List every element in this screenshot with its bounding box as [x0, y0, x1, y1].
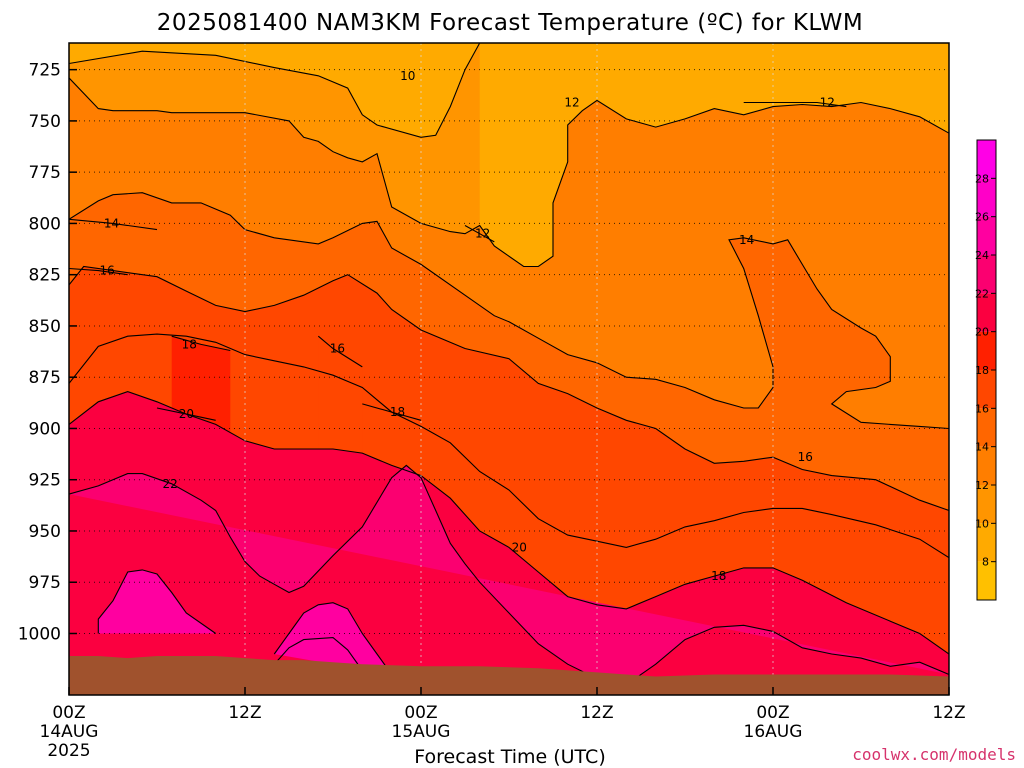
band-above-20 [69, 391, 949, 695]
x-tick-label: 12Z [580, 703, 613, 723]
contour-label-16: 16 [330, 341, 345, 355]
colorbar-swatch [977, 140, 996, 179]
colorbar-swatch [977, 178, 996, 217]
contour-lines [69, 43, 949, 686]
y-tick-label: 825 [29, 266, 61, 286]
ground-terrain [69, 656, 949, 695]
colorbar-swatch [977, 331, 996, 370]
contour-line-16 [69, 267, 128, 276]
colorbar-tick-label: 14 [975, 441, 989, 454]
credit-label: coolwx.com/models [852, 745, 1016, 764]
contour-line-16 [69, 265, 949, 512]
colorbar-tick-label: 16 [975, 402, 989, 415]
y-tick-label: 850 [29, 317, 61, 337]
colorbar-swatch [977, 216, 996, 255]
plot-area [69, 43, 949, 695]
contour-label-18: 18 [390, 405, 405, 419]
contour-line-12 [464, 225, 495, 243]
chart-title: 2025081400 NAM3KM Forecast Temperature (… [157, 10, 863, 36]
x-tick-label: 12Z [932, 703, 965, 723]
contour-line-12 [743, 101, 847, 108]
colorbar-tick-label: 10 [975, 517, 989, 530]
colorbar-tick-label: 28 [975, 172, 989, 185]
y-tick-label: 775 [29, 163, 61, 183]
contour-label-22: 22 [163, 477, 178, 491]
x-tick-sublabel: 2025 [47, 741, 90, 761]
band-above-22-cell [69, 465, 949, 685]
contour-line-26 [273, 637, 363, 671]
contour-label-20: 20 [512, 540, 527, 554]
x-tick-sublabel: 14AUG [40, 722, 99, 742]
contour-label-12: 12 [820, 95, 835, 109]
y-tick-label: 875 [29, 368, 61, 388]
colorbar-swatch [977, 293, 996, 332]
temperature-bands [69, 43, 949, 695]
colorbar-tick-label: 20 [975, 326, 989, 339]
contour-line-10 [69, 43, 481, 138]
colorbar-tick-label: 26 [975, 211, 989, 224]
colorbar-tick-label: 12 [975, 479, 989, 492]
contour-line-24 [97, 569, 217, 634]
contour-line-18 [362, 403, 422, 421]
y-tick-label: 975 [29, 573, 61, 593]
band-above-24-cell [98, 569, 216, 634]
band-above-26-cell [274, 602, 392, 675]
x-tick-sublabel: 16AUG [744, 722, 803, 742]
y-tick-label: 725 [29, 61, 61, 81]
contour-line-12 [69, 77, 949, 268]
contour-label-18: 18 [182, 337, 197, 351]
y-axis: 725 750 775 800 825 850 875 900 925 950 975 1000 [18, 61, 77, 644]
colorbar-swatch [977, 485, 996, 524]
colorbar-tick-label: 22 [975, 287, 989, 300]
contour-label-12: 12 [475, 227, 490, 241]
y-tick-label: 1000 [18, 624, 61, 644]
contour-line-24 [273, 602, 393, 675]
colorbar-swatch [977, 446, 996, 485]
colorbar-tick-label: 24 [975, 249, 989, 262]
y-tick-label: 750 [29, 112, 61, 132]
contour-label-16: 16 [99, 264, 114, 278]
y-tick-label: 950 [29, 522, 61, 542]
x-tick-label: 12Z [228, 703, 261, 723]
contour-label-16: 16 [798, 450, 813, 464]
contour-line-22 [69, 464, 949, 686]
contour-line-20 [156, 407, 216, 421]
x-tick-sublabel: 15AUG [392, 722, 451, 742]
colorbar-swatch [977, 408, 996, 447]
colorbar-tick-label: 8 [982, 556, 989, 569]
plot-frame [68, 42, 950, 696]
contour-line-20 [69, 391, 949, 655]
x-axis-label: Forecast Time (UTC) [414, 746, 605, 768]
y-tick-label: 925 [29, 471, 61, 491]
contour-labels: 10 12 12 12 14 14 16 16 16 18 18 18 20 20 22 [99, 69, 834, 583]
x-tick-label: 00Z [404, 703, 437, 723]
contour-line-14 [69, 218, 158, 231]
grid-lines [69, 43, 949, 695]
contour-label-14: 14 [739, 233, 754, 247]
contour-label-20: 20 [179, 407, 194, 421]
contour-label-10: 10 [400, 69, 415, 83]
y-tick-label: 800 [29, 214, 61, 234]
contour-label-18: 18 [711, 569, 726, 583]
y-tick-label: 900 [29, 419, 61, 439]
contour-line-16 [317, 335, 363, 368]
colorbar-tick-label: 18 [975, 364, 989, 377]
colorbar-swatch [977, 370, 996, 409]
contour-line-14 [69, 192, 949, 430]
colorbar-swatch [977, 561, 996, 600]
x-tick-label: 00Z [52, 703, 85, 723]
contour-line-18 [171, 335, 231, 352]
contour-line-18 [69, 333, 949, 559]
colorbar-swatch [977, 255, 996, 294]
contour-label-12: 12 [564, 95, 579, 109]
colorbar-legend: 8 10 12 14 16 18 20 22 24 26 28 [975, 139, 997, 601]
colorbar-swatch [977, 523, 996, 562]
contour-label-14: 14 [104, 216, 119, 230]
x-tick-label: 00Z [756, 703, 789, 723]
